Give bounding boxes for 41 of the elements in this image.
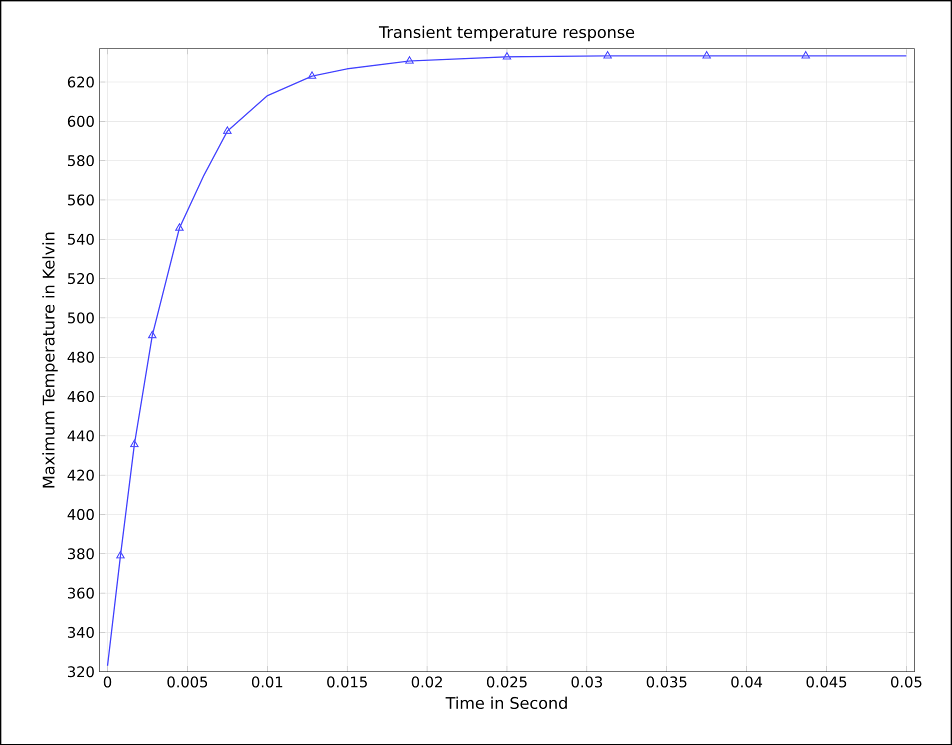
point [175,223,184,231]
x-tick-label: 0.005 [167,676,208,688]
x-tick-label: 0.035 [646,676,686,688]
x-tick-label: 0 [104,676,112,688]
y-tick-label: 340 [68,626,94,638]
point [802,50,810,58]
y-tick-label: 520 [68,272,94,284]
y-tick-label: 480 [68,352,94,363]
y-tick-label: 440 [68,430,94,442]
chart-title: Transient temperature response [378,26,634,42]
y-tick-label: 560 [68,194,94,206]
point [130,440,139,448]
x-tick-label: 0.01 [252,676,282,688]
y-tick-label: 500 [68,312,94,324]
point [116,550,125,558]
x-tick-label: 0.05 [891,676,922,688]
point [702,50,711,58]
y-tick-label: 380 [68,548,94,560]
point [223,126,232,134]
x-axis-title: Time in Second [446,696,567,709]
x-tick-label: 0.015 [327,676,367,688]
y-tick-label: 360 [68,587,94,598]
point [405,56,414,64]
x-tick-label: 0.045 [806,676,846,688]
point [603,50,612,58]
y-tick-label: 540 [68,234,94,245]
y-tick-label: 320 [68,666,94,678]
x-tick-label: 0.04 [731,676,762,688]
point [308,71,316,79]
x-tick-label: 0.03 [572,676,602,688]
y-tick-label: 600 [68,116,94,127]
y-tick-label: 420 [68,469,94,481]
x-tick-label: 0.02 [412,676,442,688]
y-tick-label: 620 [68,76,94,88]
y-tick-label: 580 [68,154,94,166]
x-tick-label: 0.025 [486,676,527,688]
y-tick-label: 400 [68,508,94,520]
y-axis-title: Maximum Temperature in Kelvin [42,232,58,488]
point [148,330,156,338]
point [502,52,512,60]
y-tick-label: 460 [68,390,94,402]
